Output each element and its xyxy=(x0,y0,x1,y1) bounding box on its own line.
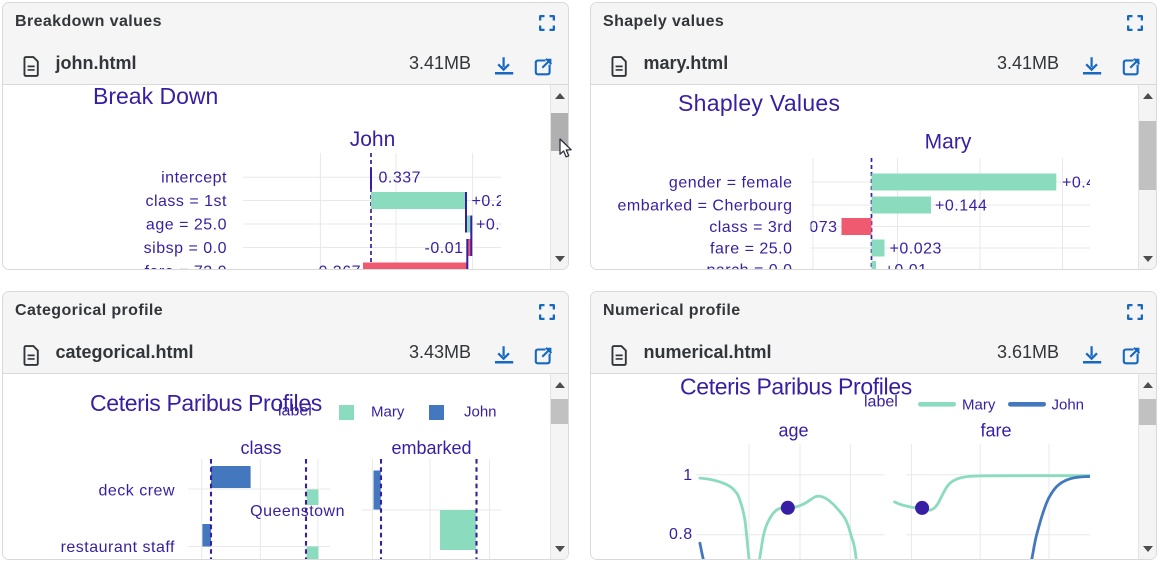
svg-text:1: 1 xyxy=(683,467,692,484)
svg-text:sibsp = 0.0: sibsp = 0.0 xyxy=(144,240,227,257)
svg-text:Mary: Mary xyxy=(925,131,972,154)
svg-text:deck crew: deck crew xyxy=(98,483,175,500)
svg-text:John: John xyxy=(1052,397,1085,414)
svg-text:+0.144: +0.144 xyxy=(935,198,987,215)
svg-text:John: John xyxy=(350,128,396,151)
svg-text:intercept: intercept xyxy=(161,170,227,187)
svg-text:Mary: Mary xyxy=(371,404,405,421)
svg-text:class: class xyxy=(240,438,281,458)
svg-text:John: John xyxy=(464,404,497,421)
svg-text:restaurant staff: restaurant staff xyxy=(61,539,175,556)
svg-text:fare: fare xyxy=(980,421,1011,441)
svg-text:Queenstown: Queenstown xyxy=(250,503,345,520)
svg-text:parch = 0.0: parch = 0.0 xyxy=(707,262,793,269)
svg-text:age = 25.0: age = 25.0 xyxy=(146,217,227,234)
svg-text:class = 3rd: class = 3rd xyxy=(709,219,792,236)
svg-text:Ceteris Paribus Profiles: Ceteris Paribus Profiles xyxy=(680,374,912,400)
svg-text:Break Down: Break Down xyxy=(93,85,218,109)
svg-text:embarked = Cherbourg: embarked = Cherbourg xyxy=(618,198,793,215)
svg-text:-0.073: -0.073 xyxy=(789,219,837,236)
svg-text:label: label xyxy=(864,394,898,411)
svg-text:class = 1st: class = 1st xyxy=(145,193,227,210)
svg-text:-0.367: -0.367 xyxy=(313,263,361,269)
svg-text:label: label xyxy=(278,403,312,420)
svg-text:Ceteris Paribus Profiles: Ceteris Paribus Profiles xyxy=(90,390,322,416)
svg-text:Mary: Mary xyxy=(962,397,996,414)
svg-text:Shapley Values: Shapley Values xyxy=(678,90,840,116)
svg-text:gender = female: gender = female xyxy=(669,175,793,192)
svg-text:age: age xyxy=(778,421,808,441)
svg-text:+0.023: +0.023 xyxy=(890,241,942,258)
svg-text:+0.014: +0.014 xyxy=(476,217,501,234)
svg-text:fare = 25.0: fare = 25.0 xyxy=(710,241,792,258)
svg-text:0.337: 0.337 xyxy=(379,170,422,187)
svg-text:+0.476: +0.476 xyxy=(1062,175,1090,192)
svg-text:embarked: embarked xyxy=(391,438,471,458)
svg-text:+0.01: +0.01 xyxy=(885,262,928,269)
svg-text:fare = 72.0: fare = 72.0 xyxy=(145,263,227,269)
svg-text:0.8: 0.8 xyxy=(669,526,693,543)
svg-text:-0.01: -0.01 xyxy=(425,240,464,257)
svg-text:+0.237: +0.237 xyxy=(472,193,502,210)
